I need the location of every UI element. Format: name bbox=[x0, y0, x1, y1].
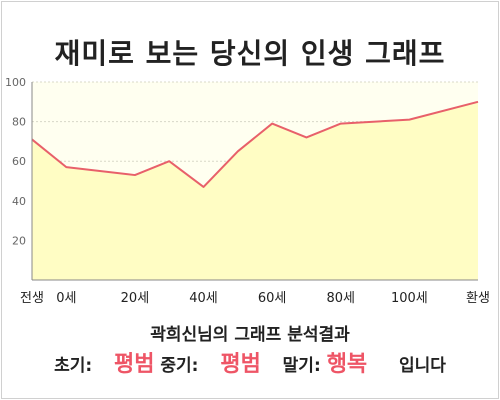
x-tick-label: 전생 bbox=[20, 291, 44, 306]
chart-title: 재미로 보는 당신의 인생 그래프 bbox=[54, 37, 446, 70]
y-tick-label: 40 bbox=[12, 195, 26, 208]
x-tick-label: 60세 bbox=[258, 291, 287, 306]
y-tick-label: 100 bbox=[5, 76, 26, 89]
x-tick-label: 100세 bbox=[391, 291, 428, 306]
x-tick-label: 80세 bbox=[327, 291, 356, 306]
y-tick-label: 60 bbox=[12, 155, 26, 168]
mid-label: 중기: bbox=[160, 356, 199, 376]
result-line: 초기: 평범 중기: 평범 말기: 행복 입니다 bbox=[0, 346, 500, 378]
mid-value: 평범 bbox=[220, 352, 261, 377]
y-tick-label: 80 bbox=[12, 116, 26, 129]
x-tick-label: 0세 bbox=[56, 291, 76, 306]
y-tick-label: 20 bbox=[12, 234, 26, 247]
early-label: 초기: bbox=[54, 356, 93, 376]
x-tick-label: 20세 bbox=[121, 291, 150, 306]
late-label: 말기: bbox=[282, 356, 321, 376]
x-tick-label: 환생 bbox=[466, 291, 490, 306]
ending-text: 입니다 bbox=[399, 356, 446, 376]
area-fill bbox=[32, 101, 478, 280]
x-tick-labels: 전생 0세 20세 40세 60세 80세 100세 환생 bbox=[20, 291, 490, 306]
y-tick-labels: 20 40 60 80 100 bbox=[5, 76, 26, 247]
x-tick-label: 40세 bbox=[189, 291, 218, 306]
result-heading: 곽희신님의 그래프 분석결과 bbox=[150, 325, 350, 345]
late-value: 행복 bbox=[326, 352, 368, 377]
early-value: 평범 bbox=[114, 352, 155, 377]
axis-layer bbox=[31, 82, 478, 281]
